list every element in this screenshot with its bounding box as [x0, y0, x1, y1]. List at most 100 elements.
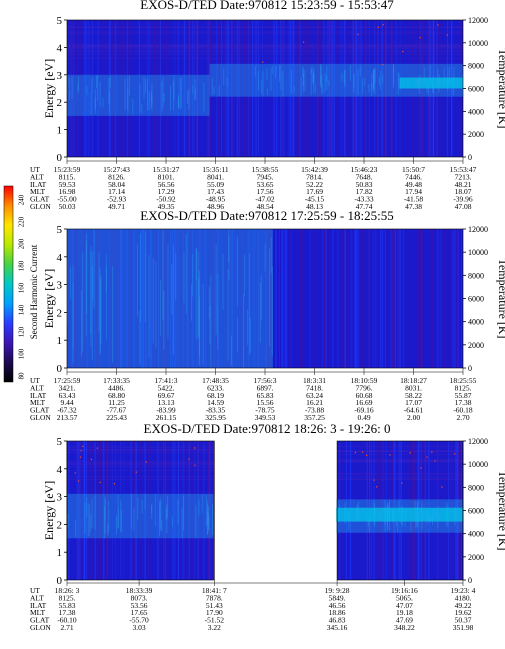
- vertical-streak: [355, 20, 357, 157]
- band-streak: [374, 68, 376, 94]
- band-streak: [198, 270, 200, 366]
- vertical-streak: [365, 20, 367, 157]
- vertical-streak: [76, 229, 78, 368]
- orbit-value: 18:3:31: [303, 376, 326, 385]
- band-streak: [269, 248, 271, 347]
- band-streak: [243, 294, 245, 368]
- vertical-streak: [115, 20, 117, 157]
- vertical-streak: [180, 229, 183, 368]
- vertical-streak: [83, 441, 85, 580]
- vertical-streak: [181, 229, 183, 368]
- vertical-streak: [79, 441, 81, 580]
- vertical-streak: [265, 229, 267, 368]
- band-streak: [201, 494, 203, 514]
- vertical-streak: [193, 229, 195, 368]
- band-streak: [410, 516, 412, 532]
- band-streak: [170, 85, 172, 111]
- vertical-streak: [230, 229, 232, 368]
- y-right-tick-label: 0: [468, 153, 472, 162]
- band-streak: [398, 500, 400, 514]
- orbit-value: 49.48: [405, 180, 422, 189]
- vertical-streak: [164, 441, 166, 580]
- band-streak: [373, 69, 375, 88]
- y-right-tick-label: 12000: [468, 437, 488, 446]
- vertical-streak: [323, 229, 325, 368]
- band-streak: [304, 69, 306, 92]
- band-streak: [341, 73, 343, 82]
- data-point: [80, 450, 82, 452]
- vertical-streak: [314, 20, 317, 157]
- vertical-streak: [290, 229, 292, 368]
- vertical-streak: [240, 20, 243, 157]
- grid-streak: [67, 463, 215, 464]
- grid-streak: [67, 446, 215, 448]
- vertical-streak: [344, 20, 346, 157]
- orbit-value: 17:48:35: [202, 376, 229, 385]
- vertical-streak: [131, 229, 133, 368]
- orbit-value: 65.83: [257, 391, 274, 400]
- band-streak: [347, 507, 349, 519]
- band-streak: [85, 240, 87, 315]
- vertical-streak: [81, 229, 83, 368]
- vertical-streak: [103, 441, 105, 580]
- grid-streak: [67, 27, 463, 29]
- vertical-streak: [124, 229, 126, 368]
- vertical-streak: [250, 20, 252, 157]
- grid-streak: [337, 451, 463, 452]
- vertical-streak: [392, 229, 394, 368]
- band-streak: [392, 509, 394, 519]
- grid-streak: [67, 476, 215, 478]
- orbit-value: -77.67: [107, 406, 127, 415]
- vertical-streak: [258, 20, 260, 157]
- vertical-streak: [246, 20, 248, 157]
- band-streak: [380, 70, 382, 90]
- band-streak: [120, 509, 122, 532]
- vertical-streak: [78, 441, 80, 580]
- vertical-streak: [365, 20, 367, 157]
- vertical-streak: [81, 229, 83, 368]
- orbit-value: 53.65: [257, 180, 274, 189]
- band-streak: [356, 508, 358, 517]
- orbit-value: 17:25:59: [54, 376, 81, 385]
- orbit-value: 46.56: [329, 601, 346, 610]
- band-streak: [94, 97, 96, 110]
- band-streak: [368, 514, 370, 533]
- band-streak: [195, 248, 197, 341]
- vertical-streak: [340, 20, 342, 157]
- row-label: UT: [30, 165, 40, 174]
- data-point: [362, 451, 364, 453]
- orbit-value: 55.87: [455, 391, 472, 400]
- band-streak: [69, 267, 71, 300]
- spectrogram-background: [67, 441, 215, 580]
- band-streak: [416, 80, 418, 86]
- y-axis-label: Energy [eV]: [42, 59, 56, 118]
- vertical-streak: [319, 20, 321, 157]
- vertical-streak: [350, 229, 353, 368]
- orbit-value: 7446.: [405, 172, 422, 181]
- data-point: [420, 467, 422, 469]
- vertical-streak: [191, 441, 194, 580]
- band-streak: [417, 78, 419, 87]
- y-tick-label: 0: [57, 152, 63, 164]
- orbit-value: 7418.: [306, 383, 323, 392]
- band-streak: [417, 511, 419, 518]
- band-streak: [434, 514, 436, 522]
- band-streak: [395, 510, 397, 516]
- band-streak: [211, 77, 213, 96]
- vertical-streak: [408, 229, 411, 368]
- orbit-value: 68.80: [108, 391, 125, 400]
- colorbar-tick-label: 220: [18, 216, 26, 227]
- vertical-streak: [78, 441, 81, 580]
- orbit-value: 18:26: 3: [55, 586, 80, 595]
- band-streak: [264, 243, 266, 272]
- y-tick-label: 3: [57, 70, 63, 82]
- vertical-streak: [281, 229, 283, 368]
- orbit-value: 8125.: [59, 593, 76, 602]
- band-streak: [438, 79, 440, 88]
- band-streak: [382, 75, 384, 84]
- band-streak: [194, 88, 196, 100]
- row-label: ILAT: [30, 180, 47, 189]
- orbit-value: 7213.: [455, 172, 472, 181]
- orbit-value: 15:50:7: [402, 165, 425, 174]
- band-streak: [266, 68, 268, 80]
